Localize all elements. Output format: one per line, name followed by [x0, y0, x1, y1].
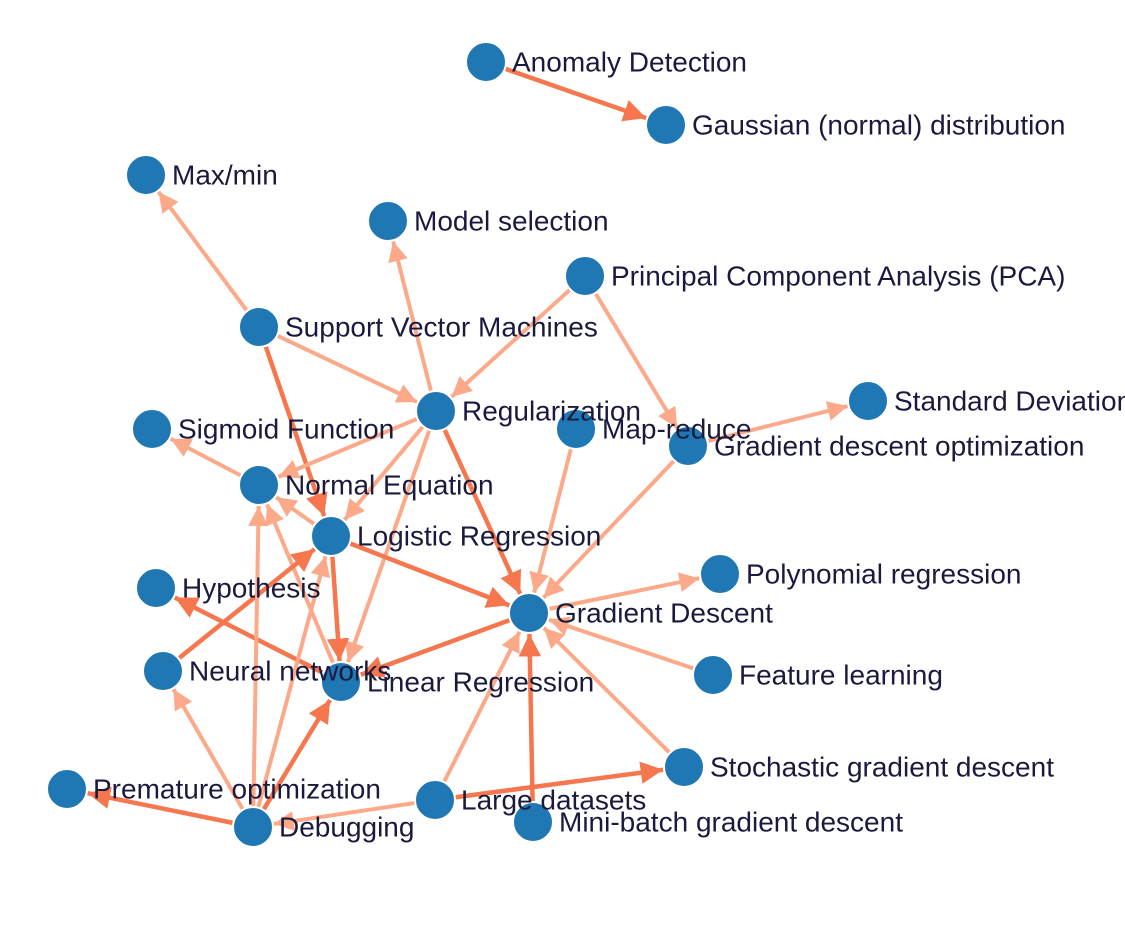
edge-regularization-to-logistic — [342, 425, 425, 522]
edge-regularization-to-linear — [345, 429, 432, 663]
node-label-polynomial: Polynomial regression — [746, 559, 1021, 590]
edge-svm-to-regularization — [276, 333, 418, 404]
edge-gd-to-linear — [359, 617, 511, 678]
node-mapreduce[interactable] — [555, 408, 597, 450]
edge-regularization-to-normal_eq — [277, 416, 419, 479]
edge-debugging-to-linear — [261, 698, 333, 812]
node-polynomial[interactable] — [699, 553, 741, 595]
edge-debugging-to-logistic — [256, 555, 331, 809]
edge-linear-to-normal_eq — [265, 503, 336, 665]
edge-large_datasets-to-gd — [442, 630, 522, 784]
edges-layer — [87, 66, 849, 831]
edge-regularization-to-gd — [442, 428, 523, 595]
node-minibatch[interactable] — [512, 801, 554, 843]
node-label-svm: Support Vector Machines — [285, 312, 598, 343]
node-label-premature: Premature optimization — [93, 774, 381, 805]
edge-minibatch-to-gd — [518, 633, 542, 803]
edge-gd-to-polynomial — [548, 572, 700, 611]
edge-regularization-to-model_selection — [388, 240, 434, 393]
node-label-feature-learning: Feature learning — [739, 660, 943, 691]
node-model-selection[interactable] — [367, 200, 409, 242]
edge-sgd-to-gd — [542, 626, 672, 755]
node-maxmin[interactable] — [125, 154, 167, 196]
edge-large_datasets-to-sgd — [454, 761, 664, 800]
edge-debugging-to-premature — [87, 786, 234, 826]
labels-layer: Anomaly Detection Gaussian (normal) distr… — [93, 47, 1125, 843]
node-label-debugging: Debugging — [279, 812, 414, 843]
node-label-anomaly: Anomaly Detection — [512, 47, 747, 78]
node-gaussian[interactable] — [645, 104, 687, 146]
node-feature-learning[interactable] — [692, 654, 734, 696]
node-hypothesis[interactable] — [135, 567, 177, 609]
node-sgd[interactable] — [663, 746, 705, 788]
node-gd[interactable] — [508, 592, 550, 634]
edge-anomaly-to-gaussian — [504, 66, 647, 122]
node-label-large-datasets: Large datasets — [461, 785, 646, 816]
edge-gd_opt-to-gd — [542, 459, 676, 600]
edge-svm-to-logistic — [263, 345, 328, 517]
edge-logistic-to-gd — [348, 541, 511, 608]
node-label-hypothesis: Hypothesis — [182, 573, 321, 604]
edge-pca-to-gd_opt — [593, 292, 679, 430]
node-logistic[interactable] — [310, 515, 352, 557]
edge-debugging-to-neural — [171, 688, 245, 811]
node-premature[interactable] — [46, 768, 88, 810]
node-linear[interactable] — [320, 661, 362, 703]
edge-debugging-to-normal_eq — [248, 505, 269, 808]
node-label-regularization: Regularization — [462, 396, 641, 427]
node-pca[interactable] — [564, 255, 606, 297]
node-large-datasets[interactable] — [414, 779, 456, 821]
node-regularization[interactable] — [415, 390, 457, 432]
node-label-linear: Linear Regression — [367, 667, 594, 698]
edge-logistic-to-linear — [326, 555, 350, 662]
node-normal-eq[interactable] — [238, 464, 280, 506]
node-label-logistic: Logistic Regression — [357, 521, 601, 552]
node-svm[interactable] — [238, 306, 280, 348]
edge-logistic-to-normal_eq — [274, 495, 316, 527]
edge-pca-to-regularization — [450, 287, 572, 399]
edge-normal_eq-to-sigmoid — [169, 436, 243, 478]
edge-gd_opt-to-stddev — [706, 401, 849, 444]
node-sigmoid[interactable] — [131, 408, 173, 450]
node-gd-opt[interactable] — [667, 425, 709, 467]
node-label-gd-opt: Gradient descent optimization — [714, 431, 1084, 462]
edge-mapreduce-to-gd — [529, 447, 573, 594]
node-label-mapreduce: Map-reduce — [602, 414, 751, 445]
node-label-gaussian: Gaussian (normal) distribution — [692, 110, 1066, 141]
node-label-gd: Gradient Descent — [555, 598, 773, 629]
node-neural[interactable] — [142, 650, 184, 692]
node-label-stddev: Standard Deviation — [894, 386, 1125, 417]
node-label-sigmoid: Sigmoid Function — [178, 414, 394, 445]
node-debugging[interactable] — [232, 806, 274, 848]
edge-feature_learning-to-gd — [548, 616, 695, 671]
edge-svm-to-maxmin — [156, 190, 249, 313]
node-label-maxmin: Max/min — [172, 160, 278, 191]
node-anomaly[interactable] — [465, 41, 507, 83]
node-label-sgd: Stochastic gradient descent — [710, 752, 1054, 783]
node-stddev[interactable] — [847, 380, 889, 422]
node-label-neural: Neural networks — [189, 656, 391, 687]
node-label-pca: Principal Component Analysis (PCA) — [611, 261, 1065, 292]
edge-large_datasets-to-debugging — [273, 800, 416, 831]
edge-neural-to-logistic — [177, 547, 317, 661]
node-label-normal-eq: Normal Equation — [285, 470, 494, 501]
node-label-minibatch: Mini-batch gradient descent — [559, 807, 903, 838]
nodes-layer — [46, 41, 889, 848]
node-label-model-selection: Model selection — [414, 206, 609, 237]
